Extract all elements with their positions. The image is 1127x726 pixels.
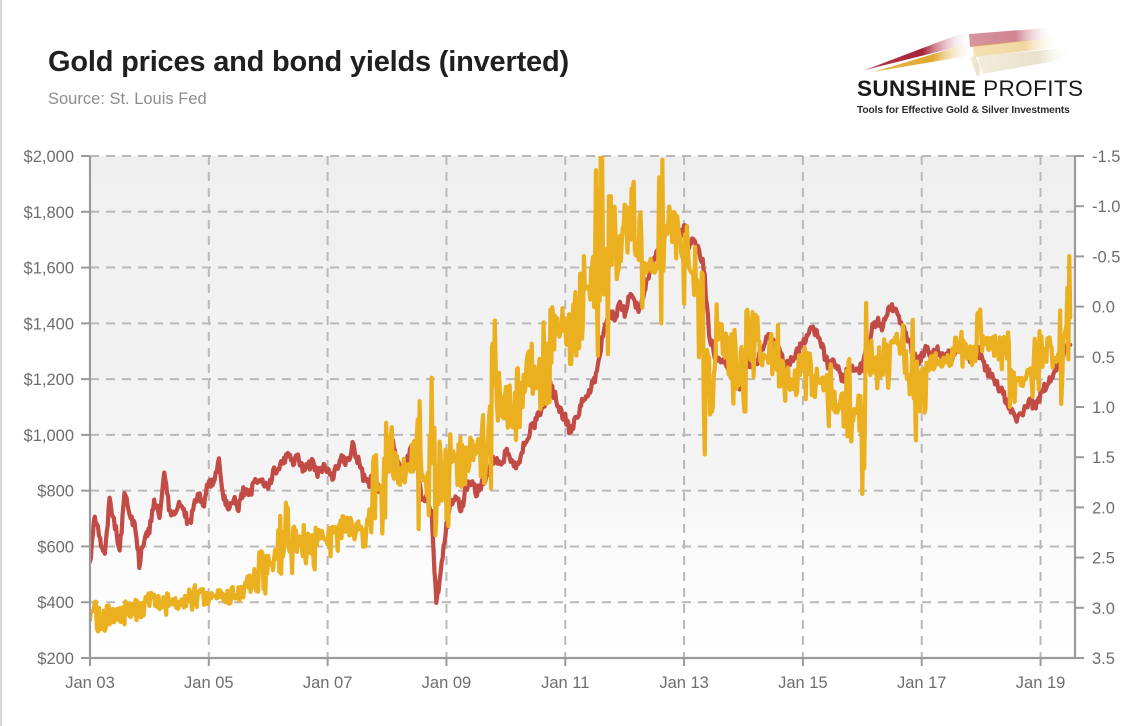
logo-word-sunshine: SUNSHINE: [857, 76, 977, 101]
logo-wordmark: SUNSHINE PROFITS Tools for Effective Gol…: [857, 76, 1083, 116]
x-axis-labels: Jan 03 Jan 05 Jan 07 Jan 09 Jan 11 Jan 13 Jan …: [65, 674, 1065, 692]
left-axis-tick-label: $1,200: [24, 371, 74, 389]
left-axis-tick-label: $600: [37, 538, 74, 556]
left-axis-tick-label: $400: [37, 594, 74, 612]
left-axis-tick-label: $200: [37, 650, 74, 668]
x-axis-tick-label: Jan 19: [1016, 674, 1066, 692]
left-axis-tick-label: $1,400: [24, 315, 74, 333]
x-axis-tick-label: Jan 13: [659, 674, 709, 692]
right-axis-tick-label: 3.5: [1092, 650, 1115, 668]
x-axis-tick-label: Jan 15: [778, 674, 828, 692]
x-axis-tick-label: Jan 07: [303, 674, 353, 692]
right-axis-tick-label: 2.5: [1092, 550, 1115, 568]
right-axis-tick-label: 2.0: [1092, 499, 1115, 517]
left-axis-tick-label: $1,600: [24, 260, 74, 278]
logo-title: SUNSHINE PROFITS: [857, 76, 1083, 101]
right-axis-tick-label: -1.5: [1092, 148, 1120, 166]
series-line-gold-price: [90, 156, 1073, 634]
left-axis-tick-label: $800: [37, 483, 74, 501]
series-line-bond-yield-inverted: [90, 219, 1073, 605]
right-axis-ticks: [1075, 155, 1084, 659]
x-axis-tick-label: Jan 17: [897, 674, 947, 692]
right-axis-tick-label: 1.0: [1092, 399, 1115, 417]
logo-tagline: Tools for Effective Gold & Silver Invest…: [857, 104, 1070, 116]
page-title: Gold prices and bond yields (inverted): [48, 46, 569, 78]
right-axis-tick-label: 0.5: [1092, 349, 1115, 367]
chart-header: Gold prices and bond yields (inverted) S…: [48, 46, 848, 109]
chart-source-note: Source: St. Louis Fed: [48, 90, 207, 109]
x-axis-tick-label: Jan 03: [65, 674, 115, 692]
left-axis-tick-label: $2,000: [24, 148, 74, 166]
logo-word-profits: PROFITS: [983, 76, 1084, 101]
x-axis-tick-label: Jan 05: [184, 674, 234, 692]
x-axis-tick-label: Jan 11: [541, 674, 589, 692]
x-axis-tick-label: Jan 09: [422, 674, 472, 692]
right-axis-tick-label: -1.0: [1092, 198, 1120, 216]
right-axis-tick-label: 1.5: [1092, 449, 1115, 467]
logo-rays-icon: [865, 28, 1071, 76]
left-axis-tick-label: $1,800: [24, 204, 74, 222]
left-axis-labels: $2,000 $1,800 $1,600 $1,400 $1,200 $1,000 $800…: [24, 148, 74, 668]
right-axis-tick-label: -0.5: [1092, 248, 1120, 266]
left-axis-tick-label: $1,000: [24, 427, 74, 445]
sunshine-profits-logo: SUNSHINE PROFITS Tools for Effective Gol…: [857, 22, 1083, 124]
figure-left-rule: [0, 0, 2, 726]
right-axis-tick-label: 3.0: [1092, 600, 1115, 618]
right-axis-tick-label: 0.0: [1092, 299, 1115, 317]
left-axis-ticks: [81, 155, 90, 659]
right-axis-labels: -1.5 -1.0 -0.5 0.0 0.5 1.0 1.5 2.0 2.5 3.0 3.5: [1092, 148, 1120, 668]
x-axis-ticks: [89, 658, 1042, 666]
